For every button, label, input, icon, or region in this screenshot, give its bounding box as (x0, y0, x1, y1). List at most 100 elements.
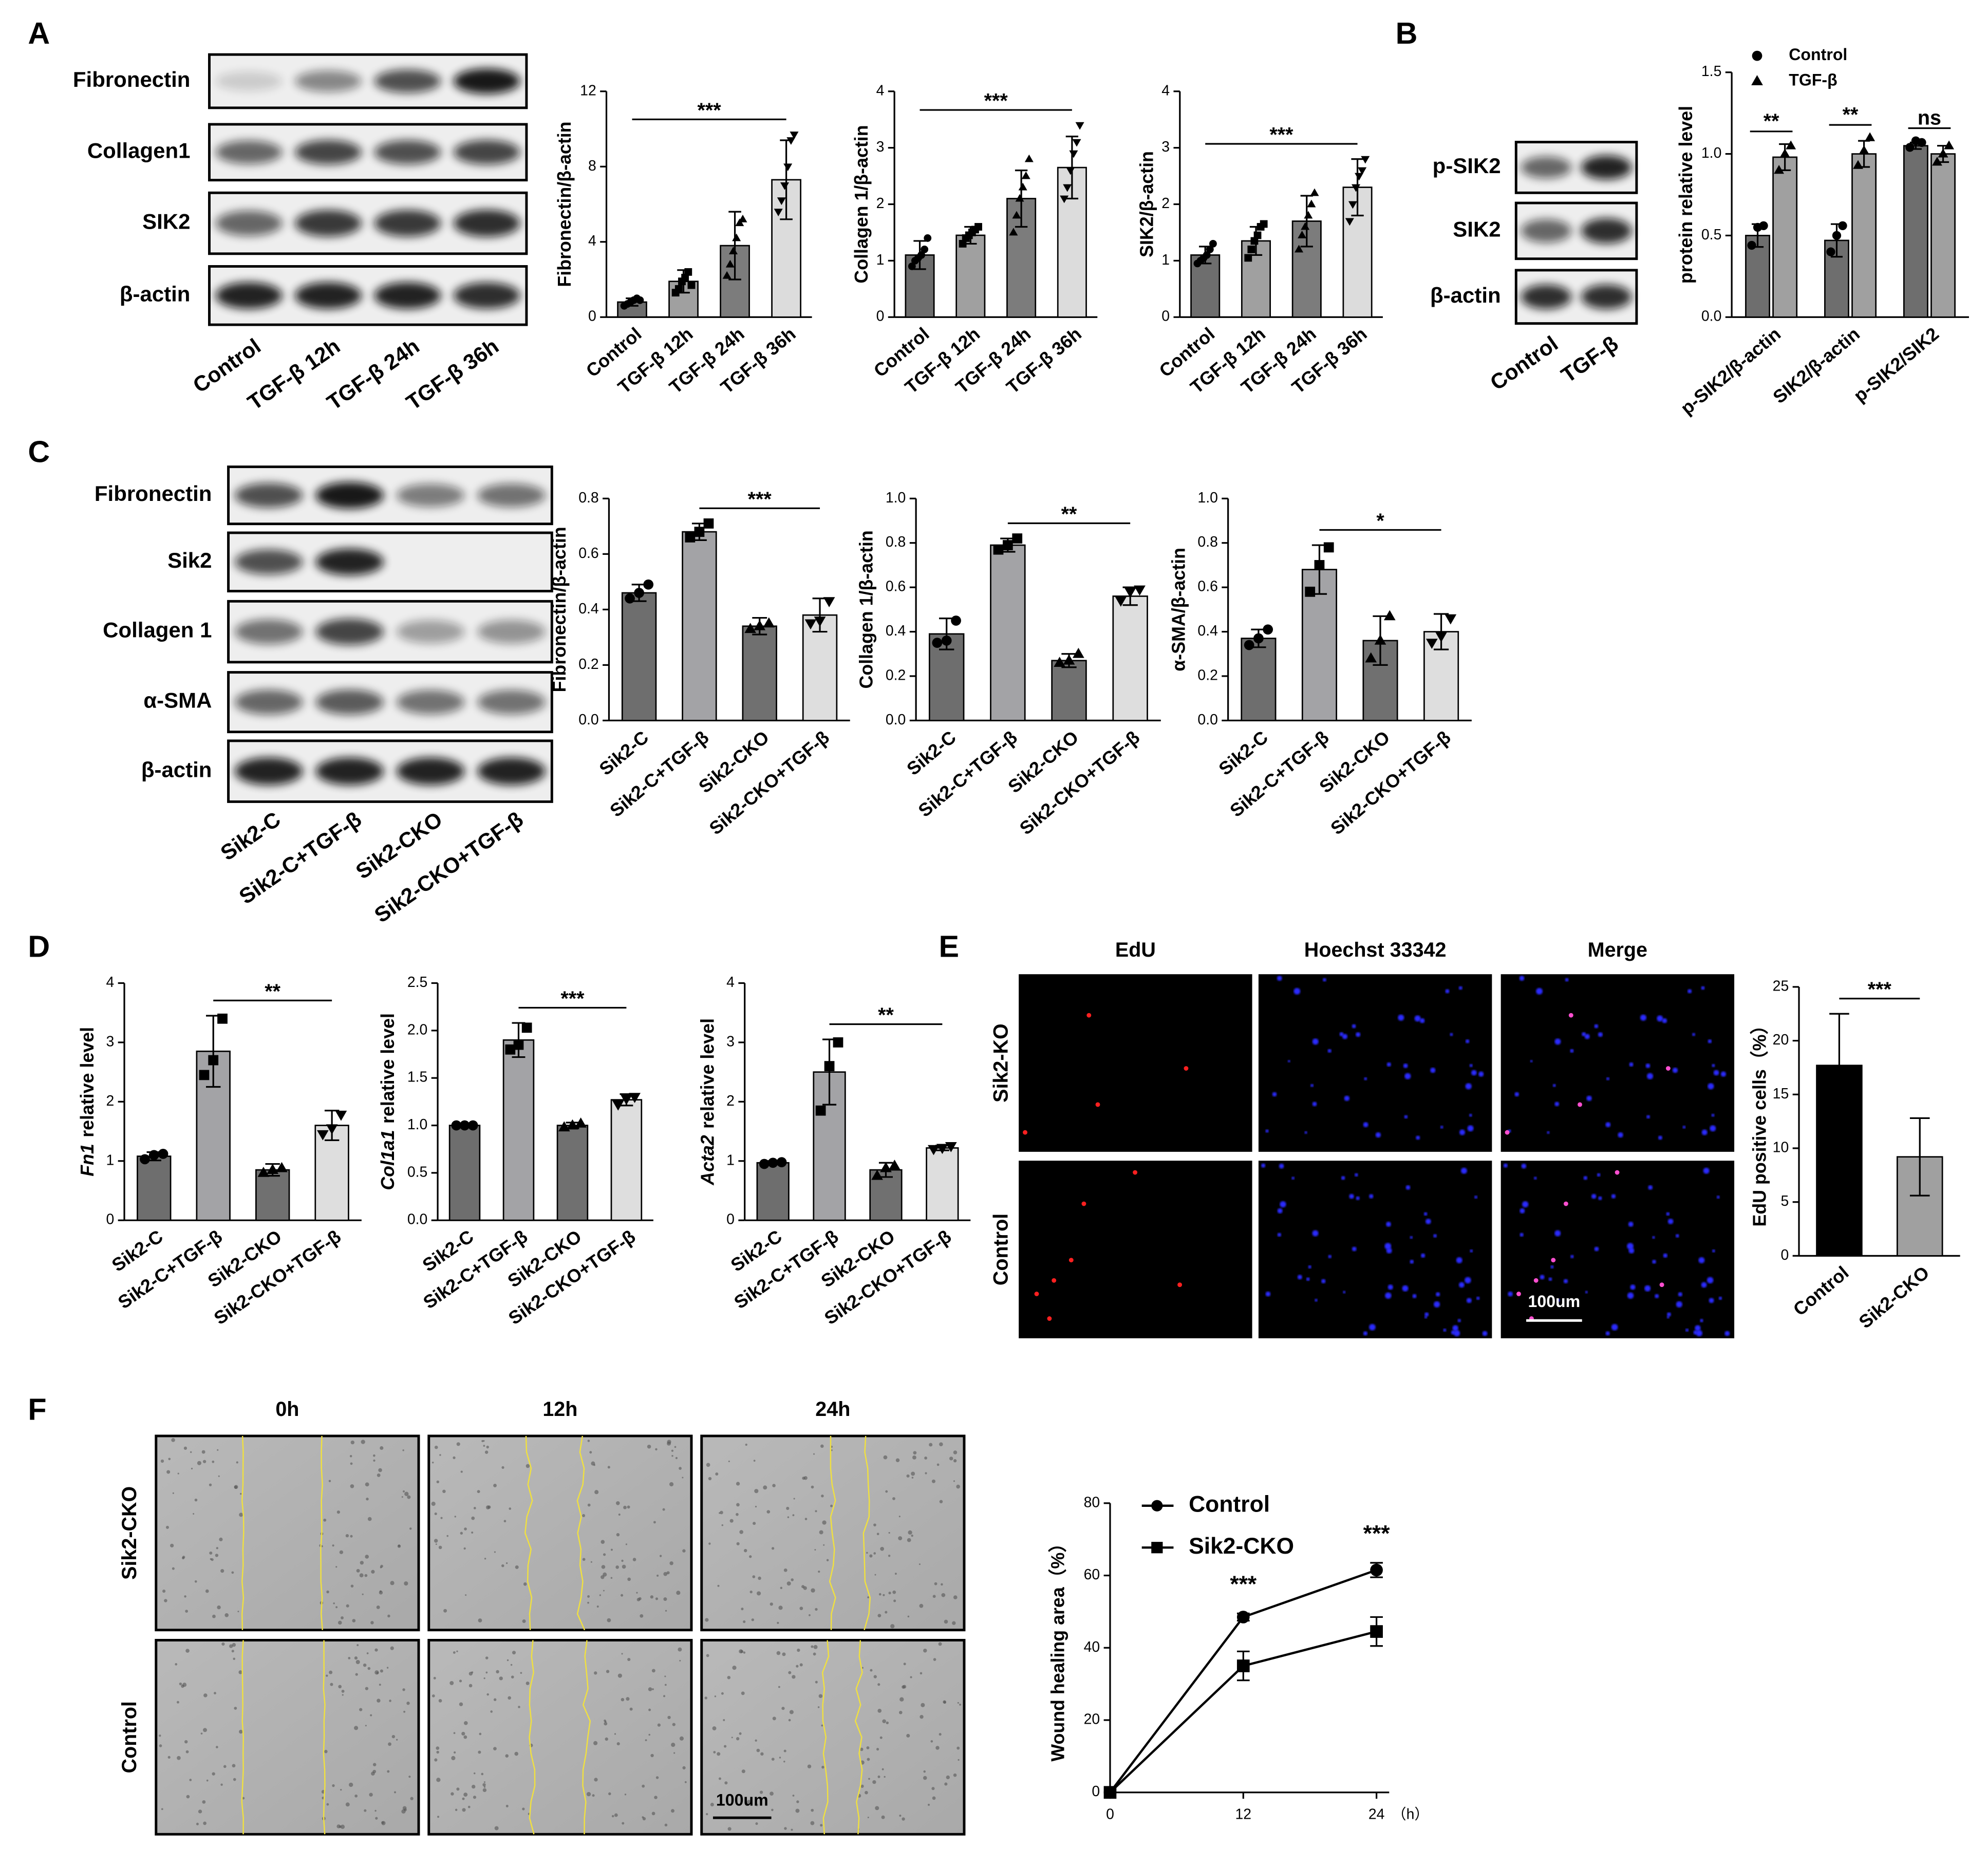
data-point (621, 1094, 632, 1105)
nucleus (1356, 1032, 1361, 1037)
cell (811, 1485, 814, 1489)
cell (885, 1490, 888, 1493)
data-point (158, 1149, 168, 1159)
nucleus (1369, 1323, 1376, 1331)
nucleus (1352, 1024, 1356, 1029)
blot-band (1581, 155, 1632, 180)
wound-edge (829, 1435, 836, 1630)
data-point (1905, 143, 1915, 152)
wound-edge (862, 1435, 871, 1631)
data-point (1445, 614, 1457, 625)
cell (176, 1701, 179, 1704)
cell (743, 1620, 746, 1624)
cell (763, 1485, 767, 1490)
edu-cell (1086, 1013, 1092, 1018)
nucleus (1287, 1060, 1290, 1062)
cell (667, 1441, 671, 1446)
panel-letter: C (28, 435, 50, 469)
blot-band (453, 140, 520, 165)
data-point (199, 1070, 210, 1080)
cell (485, 1656, 489, 1659)
data-point (993, 544, 1004, 555)
column-header: EdU (1115, 939, 1156, 961)
data-point (1838, 221, 1847, 230)
cell (621, 1559, 624, 1562)
nucleus (1312, 1230, 1319, 1237)
bar (502, 1039, 535, 1221)
cell (912, 1456, 916, 1460)
data-point (744, 623, 757, 633)
y-tick-label: 8 (588, 158, 596, 174)
data-point (575, 1117, 587, 1128)
data-point (451, 1120, 462, 1131)
data-point (1323, 542, 1334, 553)
cell (792, 1514, 795, 1517)
cell (755, 1739, 757, 1742)
blot-lane-label: Sik2-C (216, 807, 285, 865)
nucleus (1450, 1033, 1453, 1036)
edu-cell (1177, 1282, 1183, 1287)
cell (468, 1672, 473, 1676)
data-point (1355, 173, 1364, 181)
cell (494, 1551, 496, 1553)
cell (390, 1581, 395, 1585)
cell (786, 1506, 790, 1510)
cell (402, 1806, 407, 1811)
data-point (335, 1110, 347, 1121)
cell (908, 1530, 912, 1535)
y-tick-label: 0.8 (1197, 534, 1217, 550)
nucleus (1646, 1073, 1654, 1079)
cell (172, 1492, 174, 1494)
nucleus (1605, 1122, 1611, 1128)
cell (771, 1758, 775, 1761)
cell (621, 1697, 625, 1702)
cell (471, 1516, 475, 1520)
cell (892, 1590, 896, 1594)
blot-band (235, 757, 303, 785)
cell (642, 1784, 645, 1788)
nucleus (1304, 1131, 1307, 1134)
cell (168, 1458, 171, 1461)
nucleus (1452, 1325, 1458, 1331)
cell (728, 1460, 730, 1462)
nucleus (1701, 986, 1705, 990)
cell (478, 1618, 482, 1622)
edu-cell (1505, 1130, 1510, 1135)
cell (721, 1524, 724, 1526)
cell (593, 1741, 598, 1745)
cell (483, 1445, 485, 1447)
cell (712, 1726, 717, 1731)
cell (776, 1651, 781, 1655)
cell (484, 1558, 486, 1560)
cell (936, 1463, 940, 1466)
cell (201, 1450, 205, 1454)
cell (350, 1440, 355, 1445)
edu-cell (1578, 1102, 1582, 1107)
cell (616, 1742, 620, 1746)
bar (1241, 638, 1277, 721)
micrograph (1258, 974, 1492, 1152)
cell (367, 1517, 372, 1521)
cell (886, 1721, 889, 1725)
cell (233, 1778, 236, 1781)
cell (360, 1561, 364, 1565)
y-tick-label: 0 (876, 308, 885, 325)
y-tick-label: 4 (726, 974, 735, 991)
data-point (636, 296, 644, 304)
nucleus (1594, 1246, 1599, 1252)
blot-row-label: p-SIK2 (1433, 154, 1501, 178)
cell (594, 1778, 598, 1782)
nucleus (1550, 1265, 1554, 1269)
cell (755, 1505, 757, 1508)
y-tick-label: 4 (1161, 82, 1170, 99)
y-axis-label-text: relative level (77, 1027, 98, 1137)
data-point (1301, 222, 1310, 230)
cell (596, 1606, 599, 1608)
cell (659, 1555, 662, 1557)
cell (394, 1791, 396, 1794)
cell (938, 1642, 942, 1646)
cell (594, 1671, 597, 1675)
nucleus (1536, 987, 1543, 995)
data-point (1073, 647, 1084, 658)
data-point (1917, 138, 1926, 147)
